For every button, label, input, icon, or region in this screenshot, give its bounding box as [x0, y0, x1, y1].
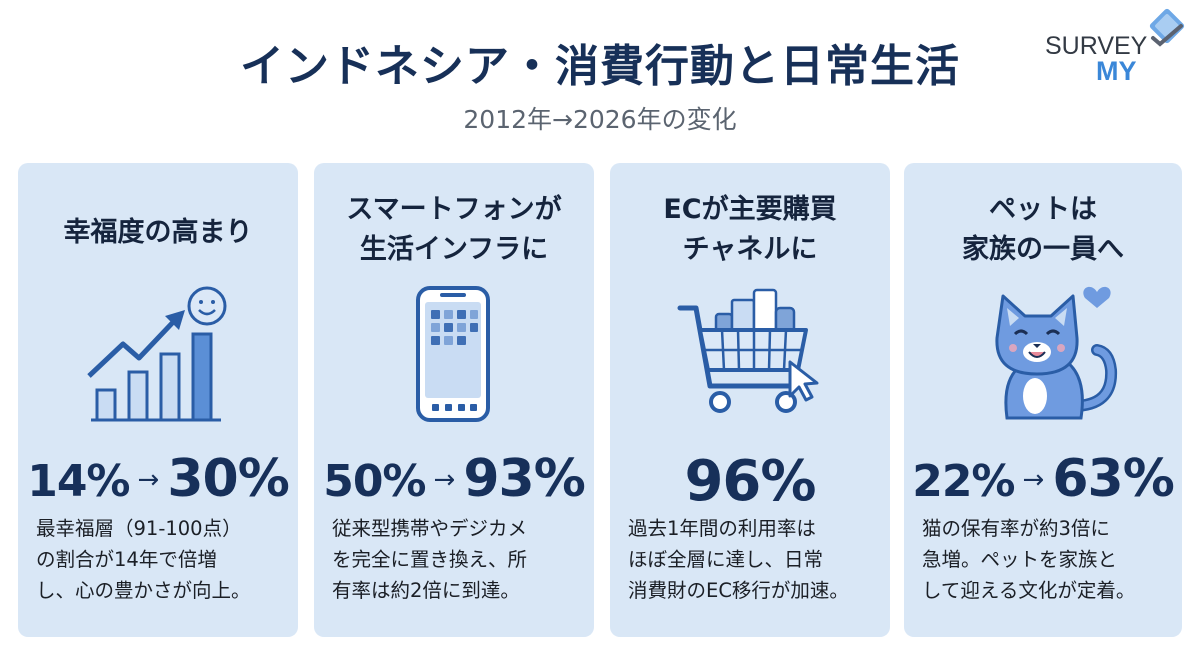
heading-line: ECが主要購買 — [663, 194, 837, 225]
heading-line: スマートフォンが — [346, 194, 562, 225]
cat-heart-icon — [904, 278, 1182, 428]
desc-line: 従来型携帯やデジカメ — [332, 517, 528, 540]
stat-change: 14% → 30% — [18, 449, 298, 509]
heading-line: 家族の一員へ — [962, 234, 1124, 265]
stat-to: 30% — [167, 449, 289, 509]
stat-from: 22% — [912, 456, 1015, 507]
stat-value: 96% — [610, 449, 890, 514]
desc-line: の割合が14年で倍増 — [36, 548, 217, 571]
desc-line: ほぼ全層に達し、日常 — [628, 548, 824, 571]
desc-line: を完全に置き換え、所 — [332, 548, 528, 571]
logo-text-survey: SURVEY — [1045, 32, 1148, 60]
stat-change: 22% → 63% — [904, 449, 1182, 509]
desc-line: 猫の保有率が約3倍に — [922, 517, 1110, 540]
arrow-icon: → — [137, 465, 160, 495]
checkmark-badge-icon — [1149, 8, 1185, 47]
desc-line: 急増。ペットを家族と — [922, 548, 1118, 571]
card-smartphone: スマートフォンが 生活インフラに 50% → 93% 従来型携帯やデジカメ を完… — [314, 163, 594, 637]
arrow-icon: → — [433, 465, 456, 495]
shopping-cart-icon — [610, 278, 890, 428]
desc-line: 過去1年間の利用率は — [628, 517, 816, 540]
smartphone-icon — [314, 278, 594, 428]
card-happiness: 幸福度の高まり 14% → 30% 最幸福層（91-100点） の割合が14年で… — [18, 163, 298, 637]
stat-change: 50% → 93% — [314, 449, 594, 509]
card-heading: ペットは 家族の一員へ — [904, 190, 1182, 270]
heading-line: ペットは — [989, 194, 1097, 225]
card-heading: 幸福度の高まり — [63, 217, 253, 248]
stat-to: 63% — [1052, 449, 1174, 509]
arrow-icon: → — [1022, 465, 1045, 495]
card-description: 猫の保有率が約3倍に 急増。ペットを家族と して迎える文化が定着。 — [922, 513, 1168, 606]
stat-to: 93% — [463, 449, 585, 509]
heading-line: チャネルに — [682, 234, 818, 265]
stat-from: 14% — [27, 456, 130, 507]
desc-line: して迎える文化が定着。 — [922, 579, 1136, 602]
card-ecommerce: ECが主要購買 チャネルに 96% 過去1年間の利用率は ほぼ全層に達し、日常 … — [610, 163, 890, 637]
card-heading: ECが主要購買 チャネルに — [610, 190, 890, 270]
card-description: 過去1年間の利用率は ほぼ全層に達し、日常 消費財のEC移行が加速。 — [628, 513, 876, 606]
card-description: 最幸福層（91-100点） の割合が14年で倍増 し、心の豊かさが向上。 — [36, 513, 284, 606]
desc-line: 消費財のEC移行が加速。 — [628, 579, 849, 602]
stat-single: 96% — [684, 449, 816, 514]
surveymy-logo: SURVEY MY — [1040, 8, 1190, 88]
card-heading: スマートフォンが 生活インフラに — [314, 190, 594, 270]
logo-text-my: MY — [1096, 56, 1137, 86]
stat-from: 50% — [323, 456, 426, 507]
card-pets: ペットは 家族の一員へ 22% → 63% 猫の保有率が約3倍に 急増。ペットを… — [904, 163, 1182, 637]
desc-line: 最幸福層（91-100点） — [36, 517, 242, 540]
heading-line: 生活インフラに — [359, 234, 549, 265]
desc-line: し、心の豊かさが向上。 — [36, 579, 251, 602]
card-description: 従来型携帯やデジカメ を完全に置き換え、所 有率は約2倍に到達。 — [332, 513, 580, 606]
growth-chart-smiley-icon — [18, 278, 298, 428]
page-subtitle: 2012年→2026年の変化 — [463, 105, 737, 134]
page-title: インドネシア・消費行動と日常生活 — [240, 41, 960, 92]
desc-line: 有率は約2倍に到達。 — [332, 579, 520, 602]
